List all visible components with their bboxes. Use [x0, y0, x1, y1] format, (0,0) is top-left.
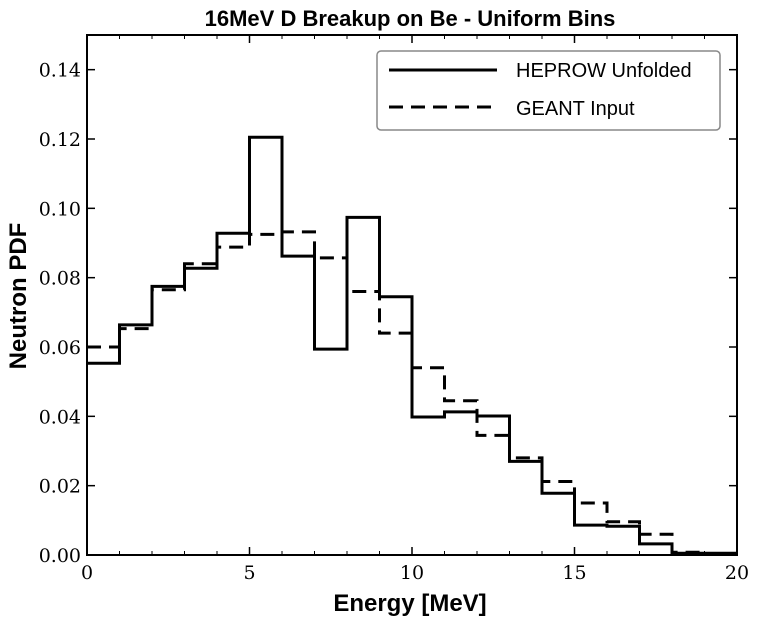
x-axis-label: Energy [MeV] — [333, 590, 486, 617]
y-tick-label: 0.06 — [39, 337, 81, 359]
x-tick-label: 20 — [725, 562, 749, 584]
plot-frame — [86, 34, 738, 556]
y-tick-label: 0.10 — [39, 198, 81, 220]
series-geant-input — [87, 230, 737, 556]
y-tick-label: 0.14 — [39, 60, 81, 82]
legend: HEPROW Unfolded GEANT Input — [376, 50, 721, 131]
y-tick-label: 0.04 — [39, 406, 81, 428]
x-tick-label: 5 — [243, 562, 255, 584]
y-tick-label: 0.08 — [39, 268, 81, 290]
series-layer — [87, 135, 737, 556]
legend-label-geant: GEANT Input — [516, 98, 635, 120]
y-tick-label: 0.12 — [39, 129, 81, 151]
chart-title: 16MeV D Breakup on Be - Uniform Bins — [205, 6, 616, 31]
ticks: 0 5 10 15 20 0.00 0.02 0.04 0.06 0.08 0.10 0.12 0.14 — [39, 35, 749, 584]
y-tick-label: 0.00 — [39, 545, 81, 567]
x-tick-label: 0 — [81, 562, 93, 584]
x-tick-label: 10 — [400, 562, 424, 584]
series-heprow-unfolded — [87, 135, 737, 555]
y-tick-label: 0.02 — [39, 476, 81, 498]
y-axis-label: Neutron PDF — [5, 223, 32, 370]
x-tick-label: 15 — [562, 562, 586, 584]
legend-label-heprow: HEPROW Unfolded — [516, 60, 692, 82]
